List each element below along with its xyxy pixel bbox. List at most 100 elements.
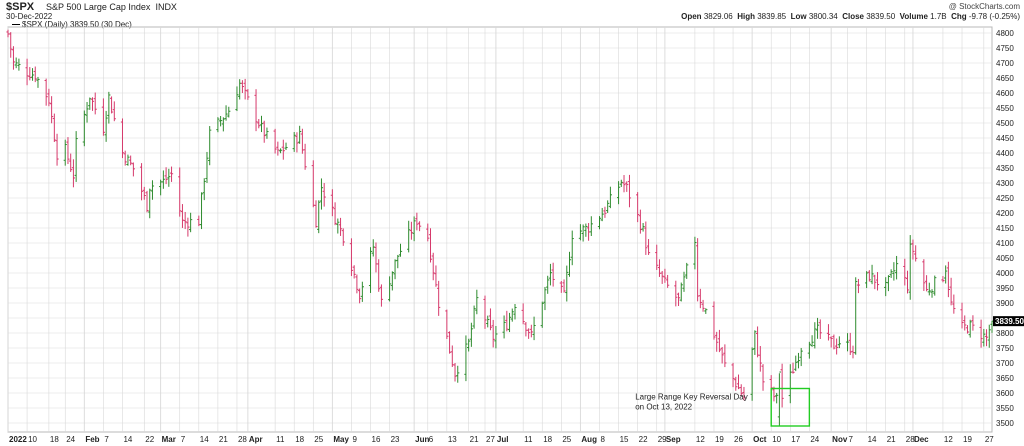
x-tick-label: Feb — [85, 435, 99, 444]
y-tick-label: 3700 — [996, 359, 1014, 368]
x-tick-label: 29 — [658, 435, 667, 444]
x-tick-label: Jul — [497, 435, 509, 444]
y-tick-label: 4400 — [996, 149, 1014, 158]
y-tick-label: 4700 — [996, 59, 1014, 68]
legend-text: $SPX (Daily) 3839.50 (30 Dec) — [22, 20, 132, 29]
y-tick-label: 4300 — [996, 179, 1014, 188]
y-tick-label: 4000 — [996, 269, 1014, 278]
ohlc-bars — [6, 29, 994, 426]
x-axis: 2022 10 18 24 Feb 7 14 22 Mar 7 14 21 28 Apr 11 18 25 May… — [9, 435, 994, 444]
y-tick-label: 4100 — [996, 239, 1014, 248]
volume-label: Volume — [899, 12, 928, 21]
y-tick-label: 3650 — [996, 374, 1014, 383]
x-tick-label: 19 — [715, 435, 724, 444]
x-tick-label: 7 — [181, 435, 186, 444]
y-axis: 3500 3550 3600 3650 3700 3750 3800 3900 3950 4000… — [993, 29, 1024, 428]
x-tick-label: 24 — [810, 435, 819, 444]
x-tick-label: 28 — [906, 435, 915, 444]
x-tick-label: 26 — [734, 435, 743, 444]
low-label: Low — [790, 12, 807, 21]
ohlc-readout: Open 3829.06 High 3839.85 Low 3800.34 Cl… — [681, 12, 1020, 21]
x-tick-label: Aug — [581, 435, 597, 444]
y-tick-label: 3900 — [996, 299, 1014, 308]
chart-grid — [7, 26, 993, 433]
close-value: 3839.50 — [866, 12, 896, 21]
legend-swatch — [12, 24, 20, 26]
x-tick-label: 14 — [123, 435, 132, 444]
x-tick-label: 7 — [849, 435, 854, 444]
chart-header: $SPX S&P 500 Large Cap Index INDX 30-Dec… — [0, 0, 1024, 30]
y-tick-label: 4200 — [996, 209, 1014, 218]
y-tick-label: 3800 — [996, 329, 1014, 338]
plot-frame — [7, 26, 993, 433]
index-name: S&P 500 Large Cap Index — [46, 2, 151, 12]
x-tick-label: 24 — [66, 435, 75, 444]
y-tick-label: 4450 — [996, 134, 1014, 143]
x-tick-label: 22 — [639, 435, 648, 444]
high-label: High — [737, 12, 755, 21]
close-label: Close — [842, 12, 864, 21]
x-tick-label: Jun — [415, 435, 429, 444]
annotation-line-1: Large Range Key Reversal Day — [635, 393, 748, 402]
y-tick-label: 4150 — [996, 224, 1014, 233]
volume-value: 1.7B — [930, 12, 947, 21]
x-tick-label: 21 — [219, 435, 228, 444]
x-tick-label: May — [333, 435, 349, 444]
x-tick-label: 27 — [985, 435, 994, 444]
y-tick-label: 3500 — [996, 419, 1014, 428]
x-tick-label: 16 — [372, 435, 381, 444]
x-tick-label: 12 — [696, 435, 705, 444]
x-tick-label: 9 — [352, 435, 357, 444]
x-tick-label: 25 — [562, 435, 571, 444]
x-tick-label: Nov — [832, 435, 848, 444]
x-tick-label: 14 — [200, 435, 209, 444]
x-tick-label: Sep — [666, 435, 681, 444]
y-tick-label: 4500 — [996, 119, 1014, 128]
x-tick-label: 27 — [486, 435, 495, 444]
x-tick-label: Oct — [753, 435, 767, 444]
y-tick-label: 4600 — [996, 89, 1014, 98]
x-tick-label: Dec — [914, 435, 929, 444]
x-tick-label: 18 — [295, 435, 304, 444]
stockcharts-credit: @ StockCharts.com — [948, 2, 1020, 11]
x-tick-label: Mar — [162, 435, 176, 444]
x-tick-label: 2022 — [9, 435, 27, 444]
y-tick-label: 4350 — [996, 164, 1014, 173]
x-tick-label: 19 — [963, 435, 972, 444]
last-price-tag — [993, 316, 1024, 327]
y-tick-label: 3950 — [996, 284, 1014, 293]
x-tick-label: 8 — [600, 435, 605, 444]
chg-label: Chg — [951, 12, 967, 21]
exchange-label: INDX — [155, 2, 177, 12]
x-tick-label: 18 — [543, 435, 552, 444]
x-tick-label: 25 — [314, 435, 323, 444]
x-tick-label: 11 — [524, 435, 533, 444]
x-tick-label: 18 — [50, 435, 59, 444]
x-tick-label: 6 — [429, 435, 434, 444]
y-tick-label: 4050 — [996, 254, 1014, 263]
chart-date: 30-Dec-2022 — [6, 12, 53, 21]
reversal-highlight-box — [770, 387, 811, 427]
x-tick-label: 10 — [772, 435, 781, 444]
y-tick-label: 3550 — [996, 404, 1014, 413]
x-tick-label: 13 — [448, 435, 457, 444]
y-tick-label: 3600 — [996, 389, 1014, 398]
x-tick-label: 7 — [104, 435, 109, 444]
x-tick-label: 12 — [944, 435, 953, 444]
ticker-description: S&P 500 Large Cap Index INDX — [46, 2, 177, 12]
annotation-line-2: on Oct 13, 2022 — [635, 403, 692, 412]
y-tick-label: 4650 — [996, 74, 1014, 83]
x-tick-label: 23 — [391, 435, 400, 444]
x-tick-label: 21 — [470, 435, 479, 444]
last-price-label: 3839.50 — [995, 317, 1024, 326]
low-value: 3800.34 — [808, 12, 838, 21]
x-tick-label: 21 — [887, 435, 896, 444]
x-tick-label: 17 — [791, 435, 800, 444]
y-tick-label: 3750 — [996, 344, 1014, 353]
open-value: 3829.06 — [703, 12, 733, 21]
x-tick-label: 28 — [238, 435, 247, 444]
y-tick-label: 4250 — [996, 194, 1014, 203]
x-tick-label: 10 — [28, 435, 37, 444]
